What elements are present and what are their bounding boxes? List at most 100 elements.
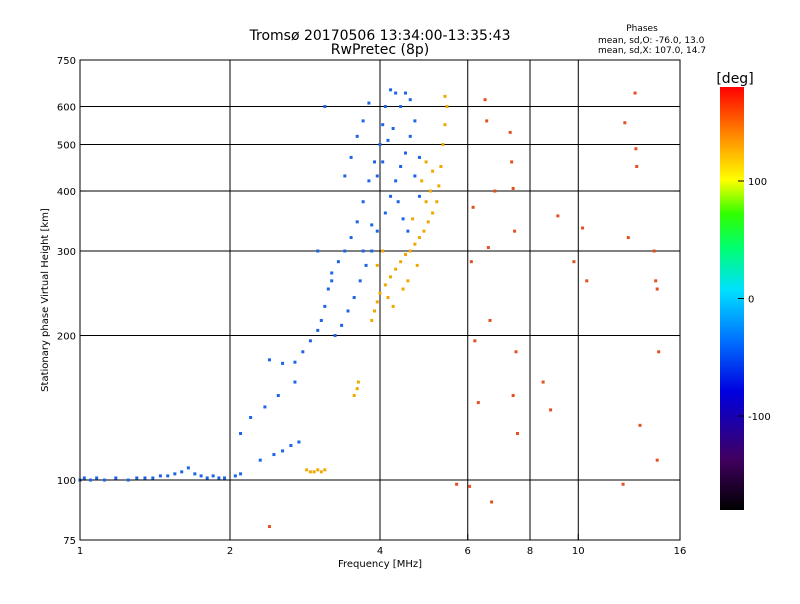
data-point	[424, 200, 428, 204]
data-point	[276, 394, 280, 398]
x-tick-label: 6	[465, 546, 471, 557]
data-point	[258, 458, 262, 462]
data-point	[361, 249, 365, 253]
data-point	[422, 229, 426, 233]
data-point	[486, 246, 490, 250]
chart-title: Tromsø 20170506 13:34:00-13:35:43	[249, 28, 511, 44]
data-point	[352, 394, 356, 398]
y-tick-label: 75	[63, 536, 76, 547]
data-point	[428, 189, 432, 193]
y-tick-label: 750	[57, 56, 76, 67]
data-point	[476, 401, 480, 405]
data-point	[333, 334, 337, 338]
data-point	[297, 440, 301, 444]
data-point	[415, 263, 419, 267]
data-point	[166, 474, 170, 478]
data-point	[511, 394, 515, 398]
data-point	[443, 123, 447, 127]
data-point	[389, 275, 393, 279]
data-point	[556, 214, 560, 218]
data-point	[513, 229, 517, 233]
data-point	[383, 211, 387, 215]
data-point	[289, 444, 293, 448]
chart-subtitle: RwPretec (8p)	[331, 42, 429, 58]
data-point	[511, 186, 515, 190]
data-point	[312, 470, 316, 474]
data-point	[316, 328, 320, 332]
data-point	[510, 160, 514, 164]
data-point	[340, 323, 344, 327]
data-point	[249, 415, 253, 419]
data-point	[471, 205, 475, 209]
data-point	[406, 279, 410, 283]
data-point	[381, 123, 385, 127]
data-point	[126, 478, 130, 482]
data-point	[158, 474, 162, 478]
data-point	[634, 147, 638, 151]
y-tick-label: 300	[57, 247, 76, 258]
data-points-layer	[78, 88, 661, 529]
data-point	[403, 253, 407, 257]
data-point	[413, 174, 417, 178]
data-point	[572, 260, 576, 264]
data-point	[375, 300, 379, 304]
data-point	[437, 184, 441, 188]
data-point	[389, 194, 393, 198]
data-point	[581, 226, 585, 230]
data-point	[330, 279, 334, 283]
data-point	[655, 458, 659, 462]
data-point	[82, 476, 86, 480]
data-point	[424, 160, 428, 164]
data-point	[316, 468, 320, 472]
data-point	[319, 318, 323, 322]
data-point	[626, 236, 630, 240]
data-point	[657, 350, 661, 354]
data-point	[217, 476, 221, 480]
data-point	[211, 474, 215, 478]
data-point	[394, 179, 398, 183]
data-point	[305, 468, 309, 472]
data-point	[293, 360, 297, 364]
data-point	[638, 423, 642, 427]
data-point	[411, 217, 415, 221]
data-point	[394, 91, 398, 95]
data-point	[394, 267, 398, 271]
data-point	[443, 94, 447, 98]
data-point	[396, 200, 400, 204]
data-point	[361, 119, 365, 123]
data-point	[370, 249, 374, 253]
data-point	[326, 287, 330, 291]
data-point	[143, 476, 147, 480]
data-point	[319, 470, 323, 474]
data-point	[417, 155, 421, 159]
data-point	[199, 474, 203, 478]
x-tick-label: 10	[572, 546, 585, 557]
data-point	[349, 236, 353, 240]
x-tick-label: 4	[377, 546, 383, 557]
data-point	[455, 482, 459, 486]
data-point	[373, 309, 377, 313]
data-point	[367, 179, 371, 183]
data-point	[205, 476, 209, 480]
data-point	[386, 296, 390, 300]
data-point	[431, 169, 435, 173]
data-point	[364, 263, 368, 267]
data-point	[239, 472, 243, 476]
colorbar-label: [deg]	[716, 71, 753, 87]
data-point	[346, 309, 350, 313]
data-point	[358, 279, 362, 283]
data-point	[381, 160, 385, 164]
data-point	[135, 476, 139, 480]
data-point	[349, 155, 353, 159]
data-point	[323, 468, 327, 472]
data-point	[193, 472, 197, 476]
data-point	[323, 105, 327, 109]
data-point	[343, 174, 347, 178]
data-point	[408, 98, 412, 102]
x-tick-label: 16	[674, 546, 687, 557]
data-point	[308, 470, 312, 474]
data-point	[378, 143, 382, 147]
data-point	[508, 130, 512, 134]
data-point	[403, 91, 407, 95]
